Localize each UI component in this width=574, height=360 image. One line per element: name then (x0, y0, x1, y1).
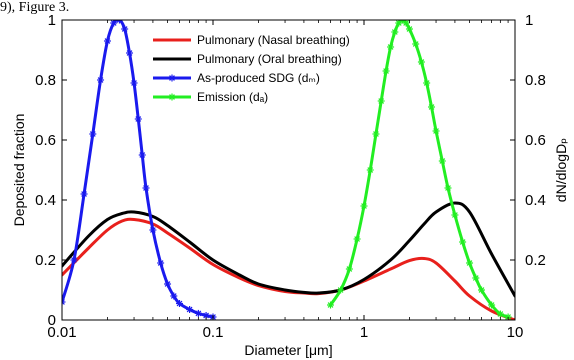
y-left-tick-label: 0 (48, 312, 56, 329)
y-left-tick-label: 1 (48, 12, 56, 29)
y-right-tick-label: 0.4 (525, 192, 546, 209)
y-right-tick-label: 0.6 (525, 132, 546, 149)
plot-frame (61, 19, 516, 321)
data-point-3-22 (451, 211, 459, 219)
data-point-3-23 (459, 238, 467, 246)
data-point-3-26 (478, 286, 486, 294)
data-point-3-7 (377, 97, 385, 105)
data-point-2-6 (110, 20, 118, 27)
data-point-3-9 (387, 43, 395, 51)
data-point-2-1 (70, 256, 78, 264)
data-point-2-12 (138, 151, 146, 159)
data-point-2-11 (134, 115, 142, 123)
y-right-tick-label: 1 (525, 12, 533, 29)
data-point-2-2 (80, 190, 88, 198)
data-point-3-25 (472, 274, 480, 282)
series-line-1 (62, 201, 515, 298)
data-point-2-18 (176, 300, 184, 307)
data-point-2-14 (149, 226, 157, 234)
data-point-3-24 (466, 259, 474, 267)
series-line-2 (62, 20, 215, 319)
series-3 (327, 20, 512, 320)
data-point-2-3 (89, 130, 97, 138)
legend-label: Pulmonary (Oral breathing) (197, 52, 342, 66)
data-point-3-15 (412, 40, 420, 48)
data-point-2-0 (62, 298, 66, 306)
legend-marker (168, 74, 176, 82)
x-tick-label: 0.1 (203, 324, 224, 341)
data-point-3-5 (366, 166, 374, 174)
y-left-tick-label: 0.6 (35, 132, 56, 149)
data-point-3-13 (402, 20, 410, 27)
data-point-3-8 (382, 67, 390, 75)
data-point-2-21 (202, 312, 210, 319)
data-point-2-8 (121, 25, 129, 33)
data-point-3-20 (438, 157, 446, 165)
data-point-3-16 (417, 58, 425, 66)
data-point-3-1 (337, 286, 345, 294)
x-tick-label: 10 (507, 324, 524, 341)
legend: Pulmonary (Nasal breathing) Pulmonary (Or… (153, 33, 350, 104)
header-fragment: 9), Figure 3. (0, 0, 70, 15)
y-axis-right-label: dN/dlogDₚ (553, 138, 569, 202)
legend-label: As-produced SDG (dₘ) (197, 71, 320, 85)
y-left-tick-label: 0.2 (35, 252, 56, 269)
data-point-3-14 (405, 25, 413, 33)
data-point-3-28 (496, 310, 504, 318)
data-point-3-17 (423, 79, 431, 87)
y-right-tick-label: 0.8 (525, 72, 546, 89)
data-point-2-19 (186, 306, 194, 313)
series-2 (62, 20, 217, 320)
legend-item-0: Pulmonary (Nasal breathing) (153, 33, 350, 47)
data-point-2-15 (157, 259, 165, 267)
data-point-2-10 (130, 79, 138, 87)
legend-label: Pulmonary (Nasal breathing) (197, 33, 350, 47)
data-point-3-19 (432, 127, 440, 135)
legend-label: Emission (dₐ) (197, 90, 268, 104)
data-point-3-27 (488, 301, 496, 309)
x-tick-label: 0.01 (47, 324, 76, 341)
y-left-tick-label: 0.4 (35, 192, 56, 209)
data-point-2-4 (97, 76, 105, 84)
legend-item-1: Pulmonary (Oral breathing) (153, 52, 342, 66)
data-point-2-16 (164, 280, 172, 288)
x-tick-label: 1 (360, 324, 368, 341)
legend-marker (168, 93, 176, 101)
data-point-3-3 (353, 235, 361, 243)
legend-item-3: Emission (dₐ) (153, 90, 268, 104)
data-point-3-4 (360, 202, 368, 210)
data-point-3-21 (444, 184, 452, 192)
data-point-2-5 (103, 37, 111, 45)
data-point-2-13 (142, 184, 150, 192)
data-point-3-18 (428, 103, 436, 111)
series-line-0 (62, 217, 515, 320)
x-axis-label: Diameter [μm] (244, 342, 332, 358)
y-left-tick-label: 0.8 (35, 72, 56, 89)
data-point-3-2 (345, 265, 353, 273)
data-point-3-6 (372, 130, 380, 138)
series-0 (62, 217, 515, 320)
data-point-3-10 (391, 28, 399, 36)
legend-item-2: As-produced SDG (dₘ) (153, 71, 320, 85)
y-right-tick-label: 0.2 (525, 252, 546, 269)
series-1 (62, 201, 515, 298)
data-point-3-0 (327, 301, 335, 309)
data-point-2-9 (126, 49, 134, 57)
data-point-2-17 (170, 292, 178, 300)
series-layer (62, 20, 515, 320)
y-axis-left-label: Deposited fraction (11, 114, 27, 227)
data-point-2-7 (115, 20, 123, 24)
data-point-2-20 (194, 309, 202, 317)
ticks-layer: 0.01 0.1 1 10 0 0.2 0.4 0.6 0.8 1 0.2 0.4 0.6 0.8 1 (35, 12, 546, 341)
